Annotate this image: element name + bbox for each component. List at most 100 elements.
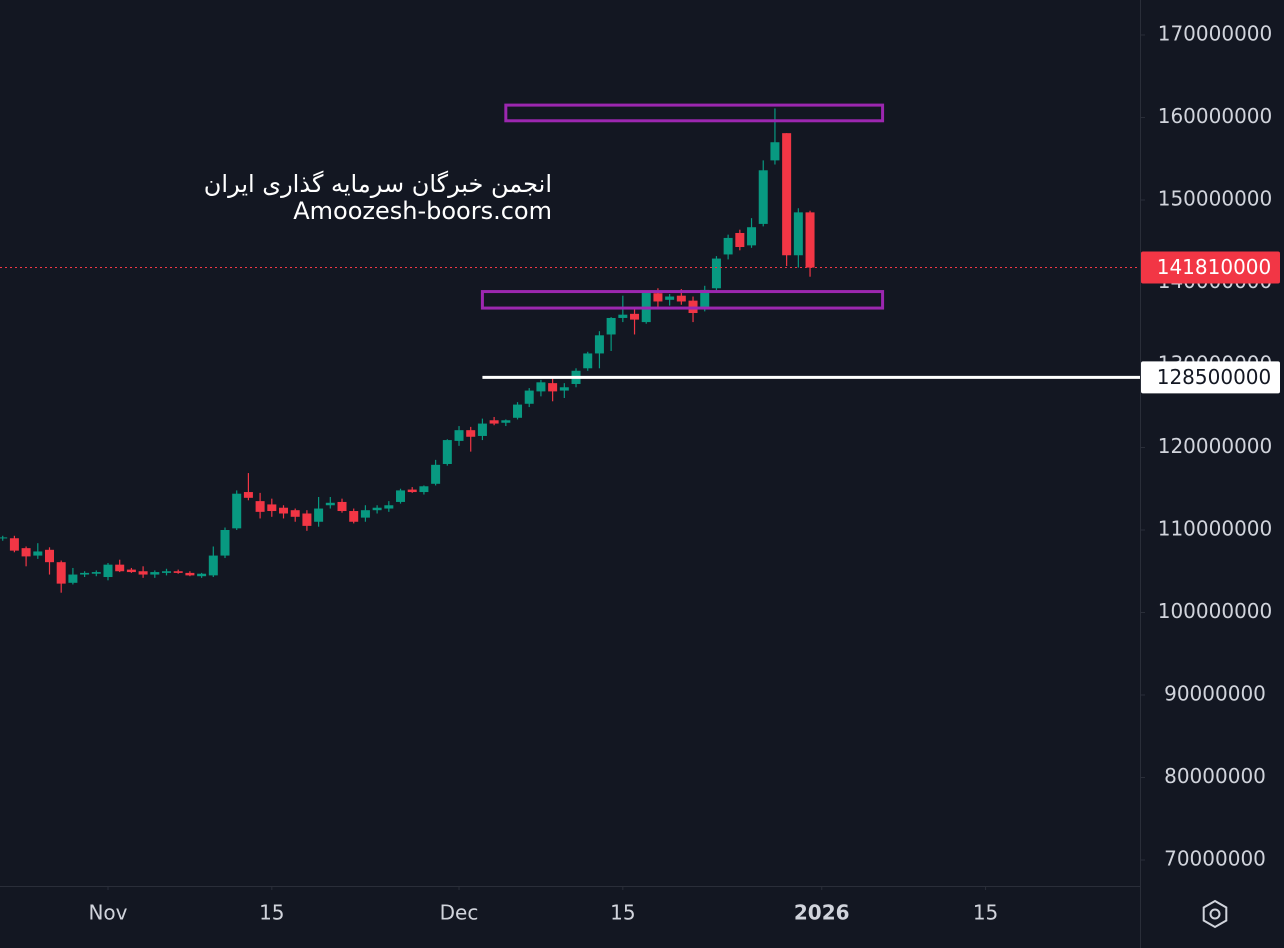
candle-body (150, 572, 160, 575)
candle-body (501, 420, 511, 423)
candle-body (255, 501, 265, 512)
candle-body (349, 511, 359, 522)
candle-body (770, 142, 780, 161)
candle-body (594, 335, 604, 354)
y-tick-label: 80000000 (1164, 764, 1266, 788)
price-label: 128500000 (1157, 365, 1272, 389)
candle (138, 566, 148, 578)
candle (126, 567, 136, 573)
candle (419, 485, 429, 495)
candle (442, 439, 452, 466)
candle-body (290, 510, 300, 517)
candle (513, 402, 523, 420)
candle-body (489, 420, 499, 424)
candle (197, 572, 207, 578)
candle (793, 208, 803, 268)
candle-body (477, 423, 487, 436)
candle-body (396, 490, 406, 502)
settings-dot[interactable] (1209, 908, 1221, 920)
candle-body (407, 489, 417, 493)
candle (0, 535, 8, 541)
candle-body (138, 571, 148, 575)
candle-body (232, 493, 242, 529)
zone (504, 103, 885, 123)
candle (735, 229, 745, 251)
candle-body (33, 551, 43, 556)
candle-body (325, 502, 335, 506)
candle-body (735, 232, 745, 248)
candle-body (197, 573, 207, 577)
candle (548, 377, 558, 402)
zone (480, 290, 885, 310)
candle-body (91, 572, 101, 574)
candle (279, 505, 289, 519)
settings-hex[interactable] (1202, 899, 1228, 929)
candle (220, 527, 230, 559)
candle (68, 567, 78, 585)
candle (162, 568, 172, 576)
candle (91, 570, 101, 577)
candle (337, 498, 347, 513)
candle-body (337, 501, 347, 512)
candle-body (162, 571, 172, 573)
candle-body (442, 440, 452, 464)
candle-body (466, 430, 476, 437)
candle (723, 234, 733, 260)
candle-body (115, 564, 125, 572)
plot-area (0, 103, 1140, 593)
price-label-box (1141, 361, 1280, 394)
candle (431, 459, 441, 486)
candle (243, 473, 253, 501)
candle (255, 492, 265, 519)
watermark-line: انجمن خبرگان سرمایه گذاری ایران (204, 170, 552, 198)
candle (44, 547, 54, 575)
candle (185, 571, 195, 577)
candle-body (185, 572, 195, 576)
candle-body (9, 538, 19, 551)
candle (103, 563, 113, 581)
x-tick-label: 15 (259, 901, 284, 925)
candle-body (676, 295, 686, 302)
candle-body (431, 464, 441, 484)
candle-body (559, 387, 569, 391)
candle-body (630, 313, 640, 320)
price-label-box (1141, 251, 1280, 284)
x-tick-label: 15 (610, 901, 635, 925)
y-tick-label: 90000000 (1164, 682, 1266, 706)
candle (115, 559, 125, 573)
candle (477, 418, 487, 441)
candle (80, 571, 90, 578)
candle (173, 569, 183, 574)
candle (630, 307, 640, 335)
candle (325, 496, 335, 509)
candle-body (606, 317, 616, 335)
candle-body (279, 507, 289, 514)
candle-body (793, 212, 803, 256)
candle-body (805, 212, 815, 268)
candle-body (44, 549, 54, 563)
candle-body (711, 258, 721, 289)
candle-body (80, 572, 90, 575)
x-tick-label: 2026 (794, 901, 850, 925)
candle-body (758, 170, 768, 224)
candle-body (0, 537, 8, 539)
candle (711, 256, 721, 291)
candle (665, 294, 675, 306)
candle (56, 560, 66, 593)
candle-body (267, 504, 277, 512)
y-tick-label: 120000000 (1158, 434, 1273, 458)
candle-body (384, 505, 394, 509)
candle-body (208, 555, 218, 576)
candle-body (583, 353, 593, 369)
y-tick-label: 110000000 (1158, 516, 1273, 540)
settings-icon[interactable] (1202, 899, 1228, 929)
candle (559, 383, 569, 398)
candle (524, 388, 534, 408)
candle (594, 331, 604, 369)
candle (384, 501, 394, 512)
candle (606, 317, 616, 351)
candle (150, 570, 160, 578)
watermark-line: Amoozesh-boors.com (293, 197, 552, 225)
candle (407, 487, 417, 493)
